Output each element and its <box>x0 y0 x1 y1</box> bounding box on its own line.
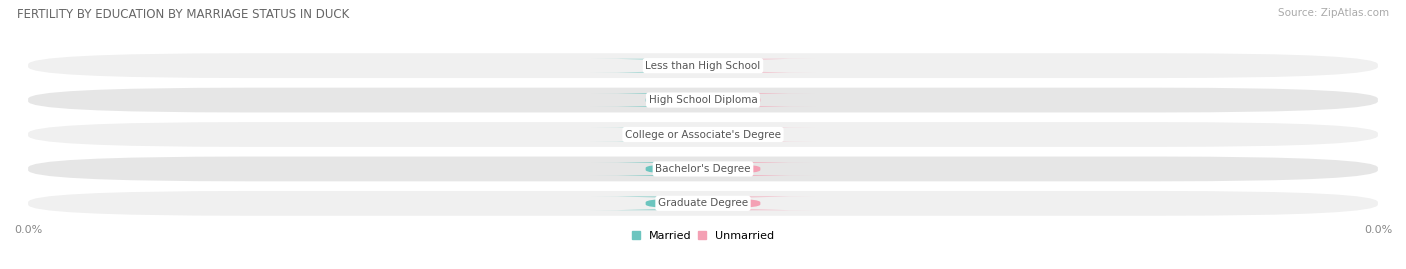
FancyBboxPatch shape <box>591 197 758 210</box>
Text: High School Diploma: High School Diploma <box>648 95 758 105</box>
FancyBboxPatch shape <box>28 53 1378 78</box>
Text: 0.0%: 0.0% <box>662 61 686 71</box>
FancyBboxPatch shape <box>648 59 815 72</box>
Text: FERTILITY BY EDUCATION BY MARRIAGE STATUS IN DUCK: FERTILITY BY EDUCATION BY MARRIAGE STATU… <box>17 8 349 21</box>
Text: 0.0%: 0.0% <box>662 129 686 140</box>
FancyBboxPatch shape <box>28 191 1378 216</box>
Text: 0.0%: 0.0% <box>662 164 686 174</box>
Text: 0.0%: 0.0% <box>662 198 686 208</box>
Text: Bachelor's Degree: Bachelor's Degree <box>655 164 751 174</box>
FancyBboxPatch shape <box>28 88 1378 112</box>
FancyBboxPatch shape <box>648 93 815 107</box>
Text: 0.0%: 0.0% <box>720 164 744 174</box>
Legend: Married, Unmarried: Married, Unmarried <box>631 231 775 241</box>
Text: 0.0%: 0.0% <box>662 95 686 105</box>
FancyBboxPatch shape <box>591 128 758 141</box>
Text: Graduate Degree: Graduate Degree <box>658 198 748 208</box>
FancyBboxPatch shape <box>648 162 815 176</box>
FancyBboxPatch shape <box>591 59 758 72</box>
Text: 0.0%: 0.0% <box>720 129 744 140</box>
FancyBboxPatch shape <box>591 93 758 107</box>
FancyBboxPatch shape <box>648 197 815 210</box>
Text: Source: ZipAtlas.com: Source: ZipAtlas.com <box>1278 8 1389 18</box>
FancyBboxPatch shape <box>28 122 1378 147</box>
Text: 0.0%: 0.0% <box>720 198 744 208</box>
Text: Less than High School: Less than High School <box>645 61 761 71</box>
FancyBboxPatch shape <box>591 162 758 176</box>
Text: 0.0%: 0.0% <box>720 61 744 71</box>
Text: 0.0%: 0.0% <box>720 95 744 105</box>
FancyBboxPatch shape <box>648 128 815 141</box>
FancyBboxPatch shape <box>28 157 1378 181</box>
Text: College or Associate's Degree: College or Associate's Degree <box>626 129 780 140</box>
